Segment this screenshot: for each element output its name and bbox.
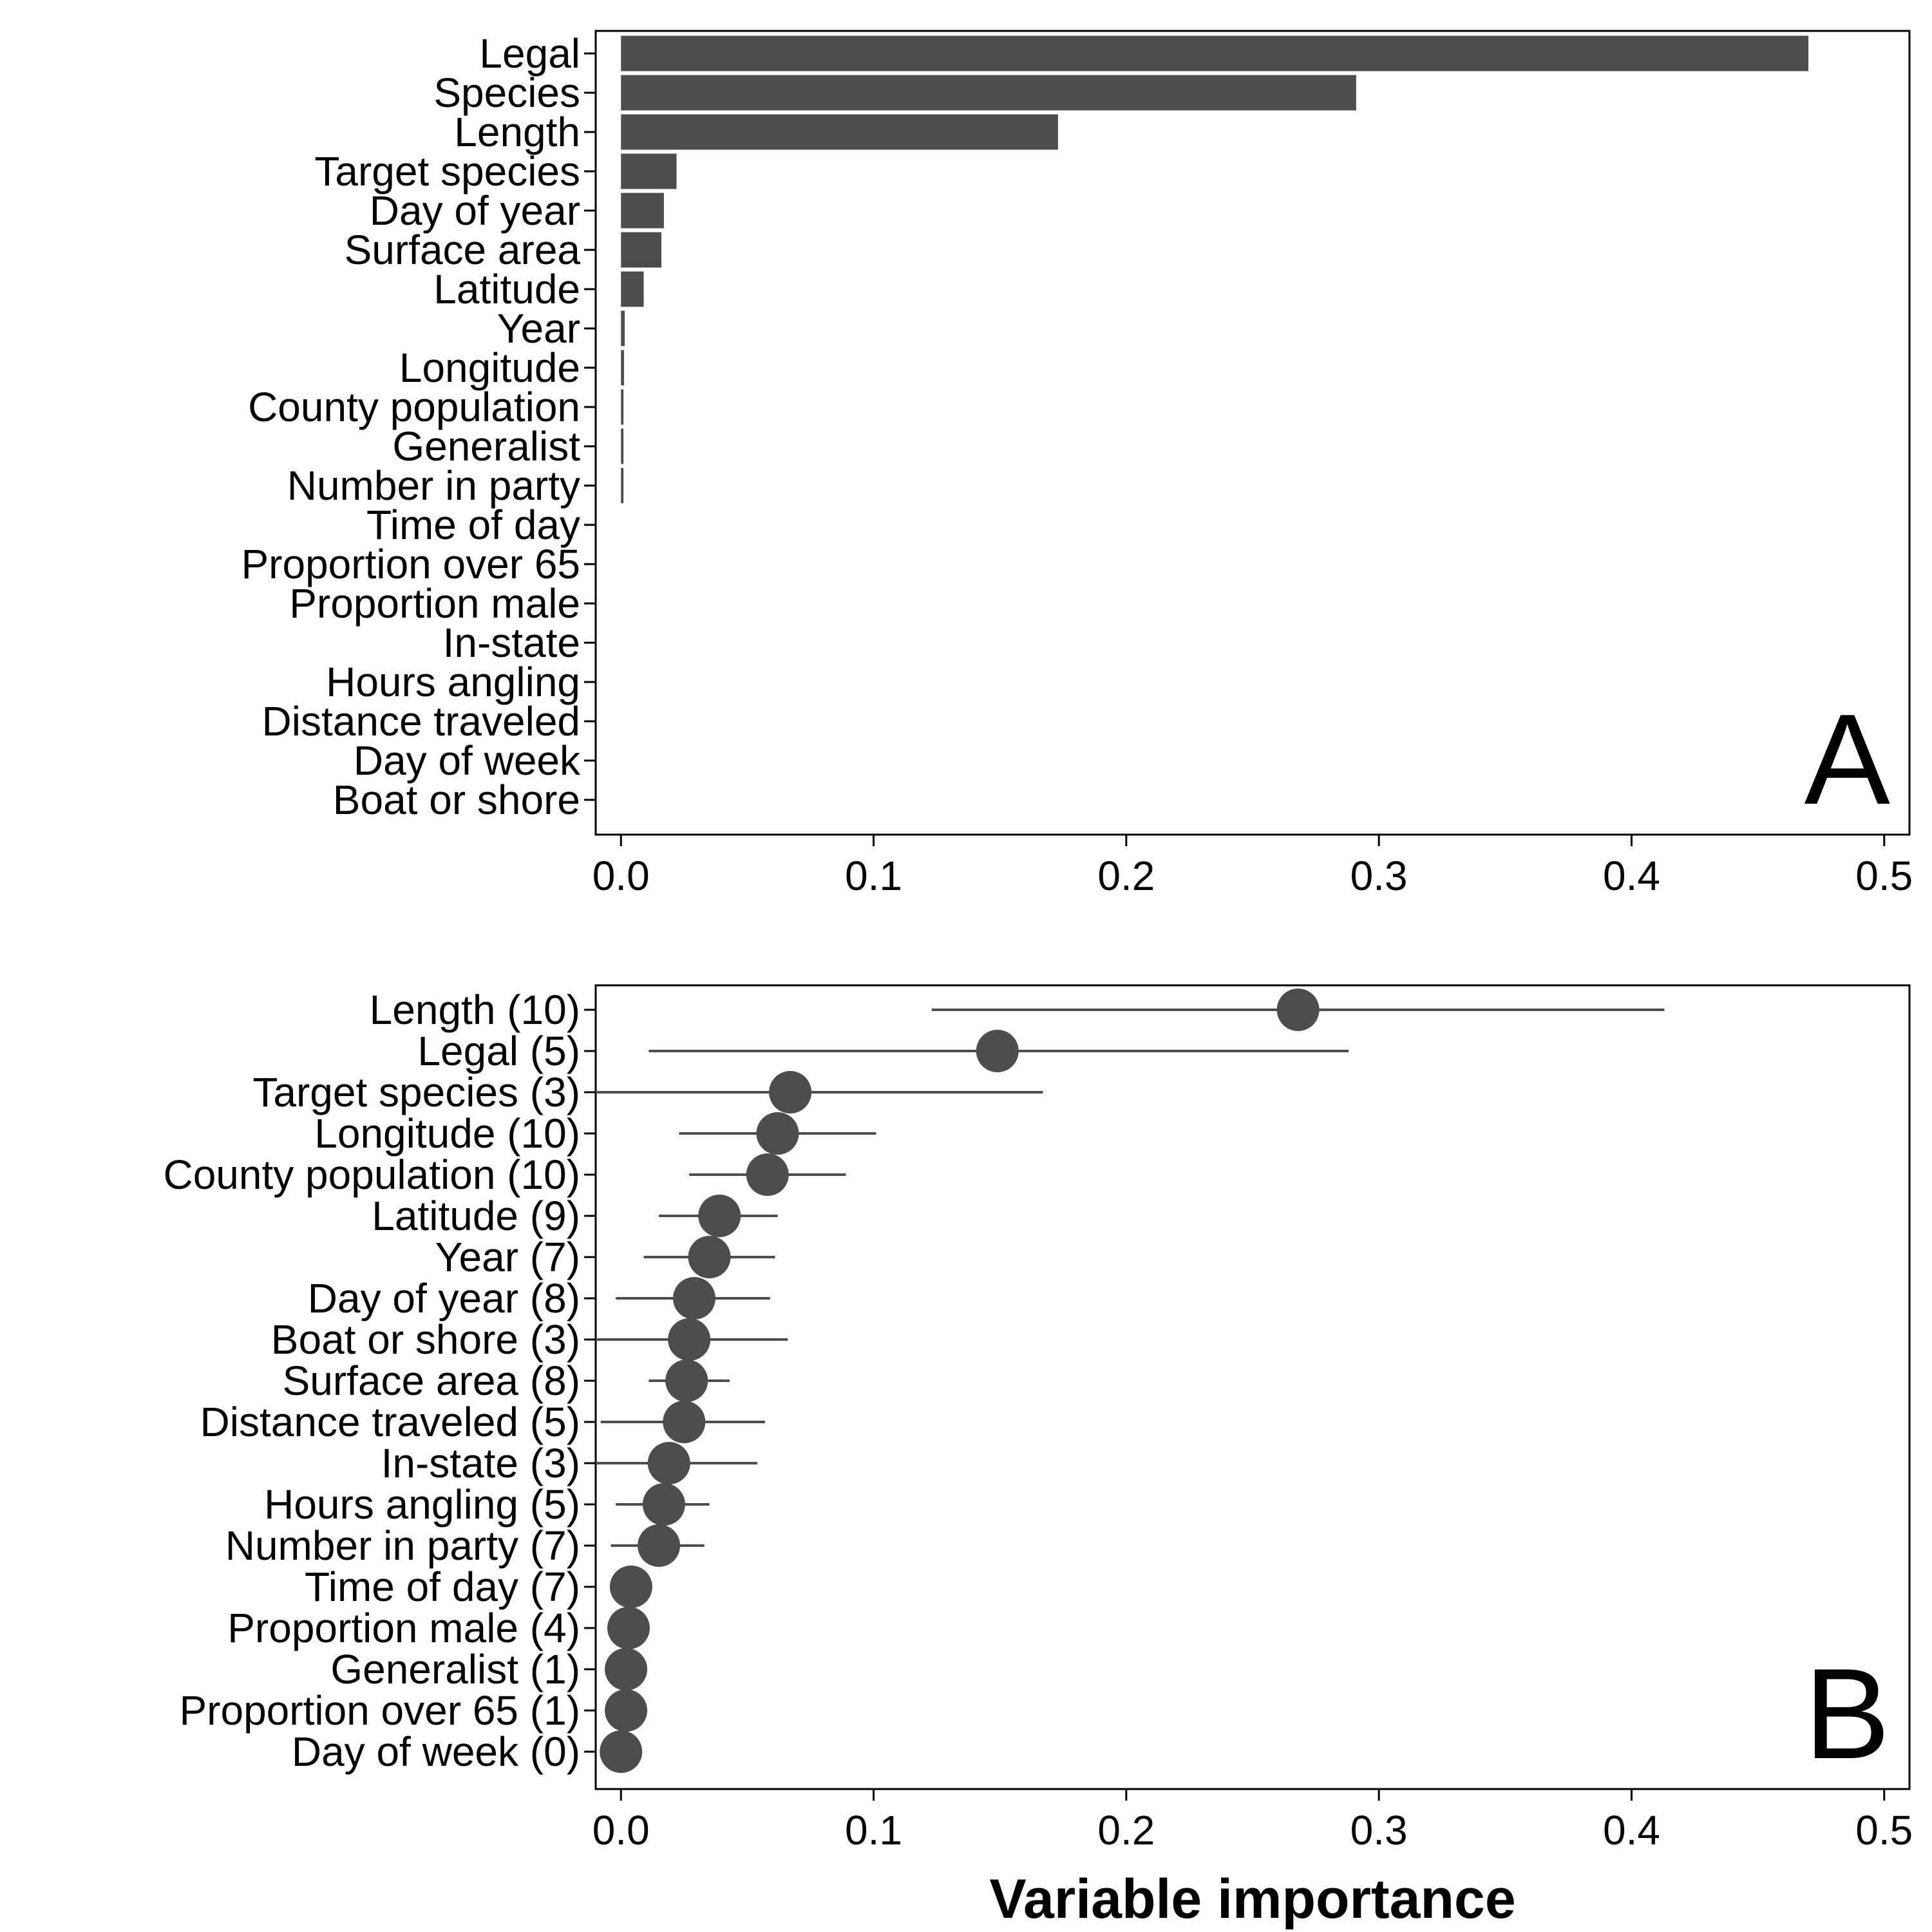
category-label: Length xyxy=(454,109,580,155)
category-label: Longitude (10) xyxy=(314,1110,580,1157)
data-point xyxy=(769,1071,812,1113)
category-label: Generalist xyxy=(392,423,580,469)
data-point xyxy=(673,1277,715,1320)
category-label: Latitude xyxy=(433,266,580,312)
data-point xyxy=(642,1483,685,1526)
category-label: Year xyxy=(497,305,580,352)
data-point xyxy=(605,1689,648,1732)
x-tick-label: 0.4 xyxy=(1603,853,1660,899)
x-tick-label: 0.0 xyxy=(592,1807,650,1853)
bar xyxy=(621,114,1058,150)
category-label: Hours angling xyxy=(326,659,580,705)
category-label: Surface area xyxy=(345,227,581,273)
data-point xyxy=(638,1524,681,1567)
category-label: Number in party (7) xyxy=(225,1522,580,1569)
data-point xyxy=(1276,989,1320,1031)
data-point xyxy=(688,1236,731,1278)
data-point xyxy=(600,1730,643,1773)
bar xyxy=(621,271,644,307)
panel-letter: B xyxy=(1804,1642,1890,1786)
category-label: Proportion male xyxy=(289,580,580,627)
category-label: Legal xyxy=(479,30,580,77)
category-label: Legal (5) xyxy=(417,1028,580,1074)
category-label: Boat or shore (3) xyxy=(271,1316,580,1363)
category-label: Proportion over 65 xyxy=(241,541,580,587)
data-point xyxy=(609,1566,652,1608)
category-label: Boat or shore xyxy=(333,777,580,823)
data-point xyxy=(663,1401,706,1443)
category-label: Hours angling (5) xyxy=(264,1481,580,1528)
x-tick-label: 0.5 xyxy=(1855,1807,1913,1853)
x-tick-label: 0.3 xyxy=(1350,853,1408,899)
category-label: Time of day (7) xyxy=(305,1564,580,1610)
panel-b-point-range-chart: 0.0 0.1 0.2 0.3 0.4 0.5 Length (10)Legal (5)Ta… xyxy=(163,984,1913,1930)
category-label: In-state (3) xyxy=(381,1440,580,1486)
bar xyxy=(621,232,661,268)
data-point xyxy=(665,1359,708,1402)
x-tick-label: 0.0 xyxy=(592,853,650,899)
category-label: Latitude (9) xyxy=(372,1193,580,1239)
category-label: Target species xyxy=(314,148,580,194)
panel-a-bar-chart: 0.0 0.1 0.2 0.3 0.4 0.5 LegalSpeciesLengthTarg… xyxy=(241,30,1913,899)
category-label: Distance traveled (5) xyxy=(200,1399,580,1445)
category-label: Proportion male (4) xyxy=(227,1605,580,1651)
bar xyxy=(621,468,624,504)
category-label: County population xyxy=(248,384,580,430)
x-tick-label: 0.5 xyxy=(1855,853,1913,899)
category-label: Target species (3) xyxy=(252,1069,580,1115)
category-label: Species xyxy=(433,70,580,116)
plot-border xyxy=(594,30,1911,836)
category-label: Surface area (8) xyxy=(283,1358,580,1404)
bar xyxy=(621,389,624,425)
x-tick-label: 0.1 xyxy=(845,1807,902,1853)
data-point xyxy=(607,1607,650,1649)
category-label: Day of year xyxy=(370,187,580,234)
bar xyxy=(621,35,1809,71)
plot-border xyxy=(594,984,1911,1790)
bar xyxy=(621,193,664,229)
data-point xyxy=(668,1318,711,1361)
category-label: Year (7) xyxy=(435,1234,580,1280)
data-point xyxy=(976,1030,1019,1072)
x-tick-label: 0.2 xyxy=(1097,1807,1155,1853)
category-label: Distance traveled xyxy=(262,698,580,744)
data-point xyxy=(698,1195,741,1237)
category-label: Day of week xyxy=(354,737,581,784)
x-tick-label: 0.1 xyxy=(845,853,902,899)
category-label: Longitude xyxy=(399,345,580,391)
bar xyxy=(621,310,625,346)
data-point xyxy=(605,1648,648,1690)
data-point xyxy=(647,1442,690,1484)
bar xyxy=(621,153,677,189)
data-point xyxy=(746,1153,789,1196)
bar xyxy=(621,350,624,386)
category-label: Proportion over 65 (1) xyxy=(179,1687,580,1734)
x-tick-label: 0.2 xyxy=(1097,853,1155,899)
x-axis-label: Variable importance xyxy=(989,1868,1515,1930)
category-label: Time of day xyxy=(366,502,580,548)
category-label: County population (10) xyxy=(163,1151,580,1198)
panel-letter: A xyxy=(1804,688,1891,831)
data-point xyxy=(756,1112,799,1155)
category-label: Number in party xyxy=(287,462,580,509)
category-label: In-state xyxy=(443,620,580,666)
category-label: Day of year (8) xyxy=(308,1275,580,1321)
category-label: Generalist (1) xyxy=(330,1646,580,1692)
category-label: Day of week (0) xyxy=(292,1728,580,1775)
category-label: Length (10) xyxy=(370,987,580,1033)
bar xyxy=(621,75,1356,111)
bar xyxy=(621,428,624,464)
x-tick-label: 0.4 xyxy=(1603,1807,1660,1853)
x-tick-label: 0.3 xyxy=(1350,1807,1408,1853)
